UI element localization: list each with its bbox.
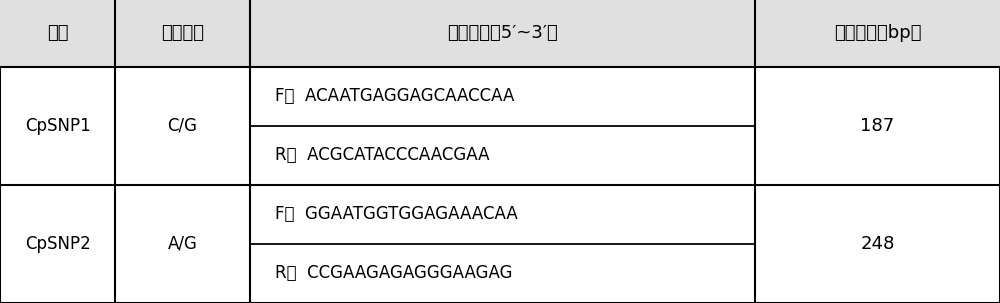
Text: CpSNP1: CpSNP1 xyxy=(25,117,90,135)
Text: R：  CCGAAGAGAGGGAAGAG: R： CCGAAGAGAGGGAAGAG xyxy=(275,265,513,282)
Text: 片段大小（bp）: 片段大小（bp） xyxy=(834,24,921,42)
Text: F：  GGAATGGTGGAGAAACAA: F： GGAATGGTGGAGAAACAA xyxy=(275,205,518,223)
Text: CpSNP2: CpSNP2 xyxy=(25,235,90,253)
Text: R：  ACGCATACCCAACGAA: R： ACGCATACCCAACGAA xyxy=(275,146,490,164)
Bar xyxy=(0,0,1000,67)
Text: F：  ACAATGAGGAGCAACCAA: F： ACAATGAGGAGCAACCAA xyxy=(275,87,515,105)
Text: 187: 187 xyxy=(860,117,895,135)
Text: 引物序列（5′~3′）: 引物序列（5′~3′） xyxy=(447,24,558,42)
Text: 248: 248 xyxy=(860,235,895,253)
Text: A/G: A/G xyxy=(168,235,197,253)
Text: 突变类型: 突变类型 xyxy=(161,24,204,42)
Text: C/G: C/G xyxy=(168,117,198,135)
Text: 名称: 名称 xyxy=(47,24,68,42)
